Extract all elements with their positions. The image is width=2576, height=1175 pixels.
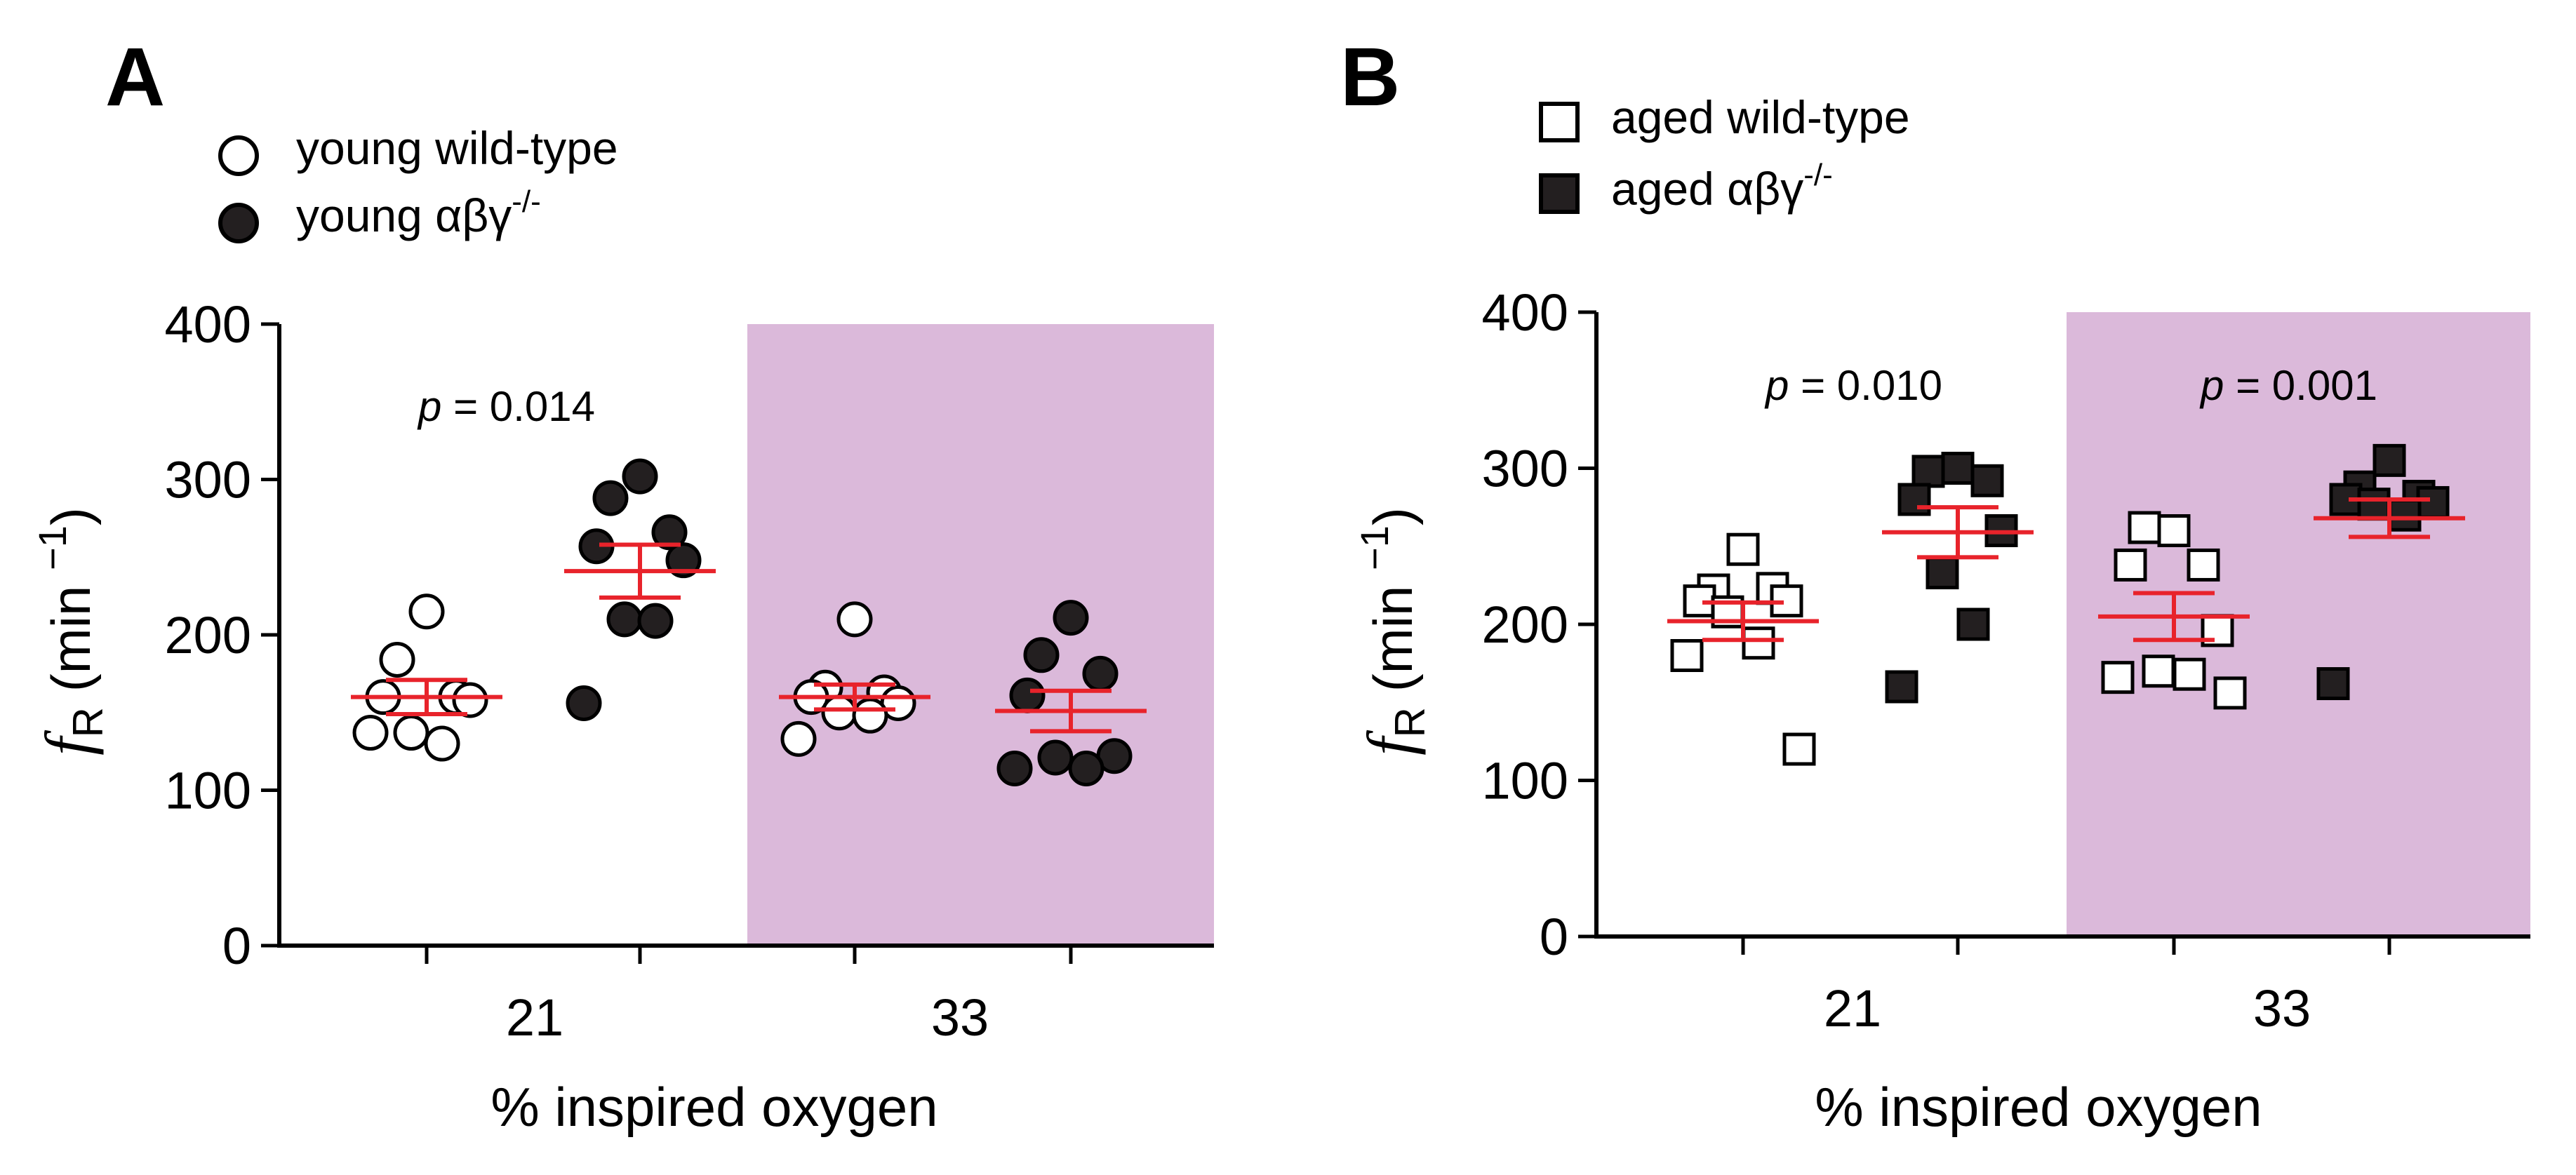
legend-marker-young-wild-type: [218, 135, 259, 176]
y-tick-label: 0: [1540, 908, 1568, 966]
data-point: [1911, 455, 1945, 488]
legend-label-young-abg-ko: young αβγ-/-: [296, 184, 541, 241]
svg-text:fR (min −1): fR (min −1): [1352, 507, 1434, 756]
data-point: [2373, 443, 2406, 477]
legend-label-young-wild-type: young wild-type: [296, 122, 618, 174]
panel-b: B aged wild-type aged αβγ-/- fR (min −1)…: [1340, 31, 2530, 1138]
shaded-region-33: [2067, 312, 2530, 936]
data-point: [1742, 626, 1775, 660]
panel-a-ylabel: fR (min −1): [30, 507, 112, 756]
y-tick-label: 200: [1482, 596, 1568, 654]
data-point: [352, 715, 389, 751]
legend-marker-young-abg-ko: [218, 203, 259, 243]
panel-a: A young wild-type young αβγ-/- fR (min −…: [30, 31, 1214, 1138]
data-point: [665, 542, 702, 579]
y-tick-label: 200: [165, 606, 251, 664]
p-value-annotation-21: p = 0.014: [417, 383, 595, 430]
data-point: [1782, 732, 1816, 766]
x-category-label-21: 21: [1824, 979, 1881, 1038]
data-point: [2187, 548, 2220, 582]
data-point: [780, 720, 817, 757]
data-point: [2142, 654, 2175, 688]
data-point: [2173, 657, 2206, 691]
data-point: [836, 601, 873, 638]
data-point: [1726, 532, 1760, 566]
data-point: [424, 725, 460, 762]
panel-a-plot: 0 100 200 300 400 21 33 p = 0.014: [165, 295, 1214, 1047]
p-value-annotation-33: p = 0.001: [2199, 362, 2377, 409]
panel-a-letter: A: [105, 31, 165, 123]
data-point: [2357, 488, 2391, 521]
data-point: [393, 715, 429, 751]
data-point: [408, 593, 445, 630]
data-point: [622, 458, 658, 495]
y-tick-label: 100: [1482, 752, 1568, 810]
data-point: [2128, 511, 2161, 544]
data-point: [2213, 676, 2247, 710]
data-point: [1009, 677, 1046, 713]
shaded-region-33: [747, 324, 1214, 946]
svg-text:fR (min −1): fR (min −1): [30, 507, 112, 756]
panel-a-xlabel: % inspired oxygen: [490, 1076, 937, 1138]
data-point: [852, 697, 888, 734]
y-tick-label: 300: [165, 451, 251, 509]
panel-b-ylabel: fR (min −1): [1352, 507, 1434, 756]
panel-b-plot: 0 100 200 300 400 21 33 p = 0.010 p = 0.001: [1482, 283, 2530, 1038]
data-point: [2416, 485, 2450, 519]
data-point: [1082, 655, 1119, 692]
data-point: [2114, 548, 2147, 582]
data-point: [452, 682, 488, 718]
y-tick-label: 300: [1482, 440, 1568, 498]
data-point: [1023, 637, 1060, 673]
data-point: [1068, 750, 1105, 786]
data-point: [566, 685, 602, 721]
data-point: [1970, 464, 2004, 497]
data-point: [2101, 661, 2135, 694]
data-point: [1053, 600, 1089, 636]
legend-label-aged-abg-ko: aged αβγ-/-: [1611, 158, 1833, 215]
data-point: [2388, 498, 2422, 532]
data-point: [1926, 556, 1959, 590]
data-point: [821, 694, 857, 731]
data-point: [1670, 639, 1704, 672]
panel-b-legend: aged wild-type aged αβγ-/-: [1539, 91, 1910, 215]
y-tick-label: 400: [165, 295, 251, 354]
data-point: [1941, 452, 1975, 485]
data-point: [2157, 514, 2191, 547]
data-point: [379, 641, 415, 678]
data-point: [592, 480, 629, 516]
legend-marker-aged-abg-ko: [1539, 173, 1580, 214]
y-tick-label: 400: [1482, 283, 1568, 342]
x-category-label-21: 21: [506, 988, 563, 1047]
data-point: [637, 603, 674, 639]
y-tick-label: 0: [222, 917, 251, 975]
data-point: [651, 514, 688, 551]
legend-label-aged-wild-type: aged wild-type: [1611, 91, 1910, 143]
panel-a-legend: young wild-type young αβγ-/-: [218, 122, 618, 243]
data-point: [2316, 667, 2350, 701]
x-category-label-33: 33: [2253, 979, 2311, 1038]
x-category-label-33: 33: [931, 988, 989, 1047]
data-point: [1037, 739, 1074, 776]
data-point: [1885, 670, 1918, 704]
data-point: [606, 601, 643, 638]
panel-b-xlabel: % inspired oxygen: [1815, 1076, 2262, 1138]
y-tick-label: 100: [165, 762, 251, 820]
data-point: [1897, 483, 1931, 516]
data-point: [1956, 607, 1990, 641]
p-value-annotation-21: p = 0.010: [1764, 362, 1942, 409]
panel-b-letter: B: [1340, 31, 1400, 123]
legend-marker-aged-wild-type: [1539, 102, 1580, 142]
data-point: [996, 750, 1033, 786]
